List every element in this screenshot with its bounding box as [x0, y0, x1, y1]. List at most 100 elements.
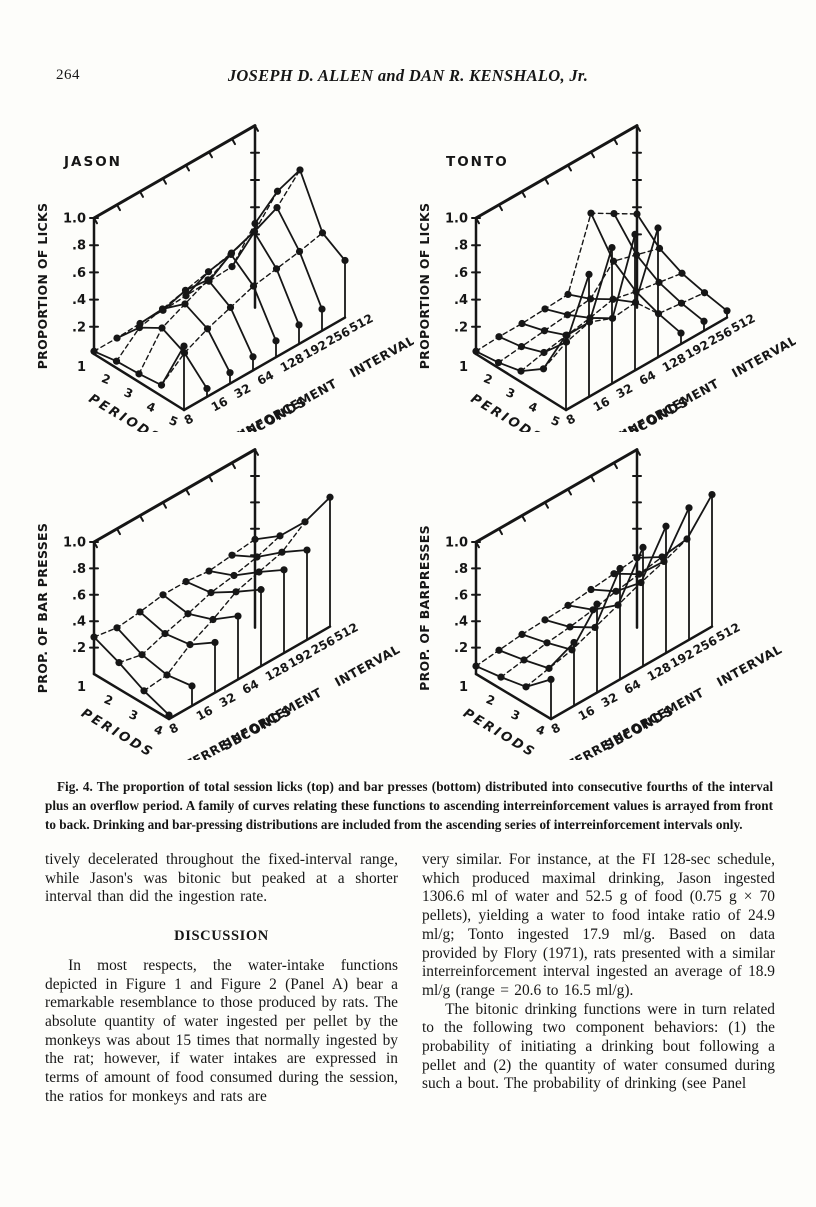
series-32	[136, 300, 234, 385]
svg-text:512: 512	[347, 311, 376, 335]
series-256	[610, 210, 708, 332]
series-128	[564, 224, 662, 359]
svg-text:1.0: 1.0	[445, 536, 468, 551]
svg-text:.6: .6	[72, 266, 86, 281]
series-64	[159, 591, 242, 681]
svg-text:.8: .8	[72, 562, 86, 577]
mesh-lines	[475, 538, 688, 688]
series-256	[610, 504, 693, 641]
svg-text:.4: .4	[454, 615, 468, 630]
page-header: 264 JOSEPH D. ALLEN and DAN R. KENSHALO,…	[0, 66, 816, 88]
svg-text:64: 64	[240, 677, 261, 697]
svg-text:64: 64	[622, 677, 643, 697]
svg-text:.4: .4	[72, 293, 86, 308]
svg-text:1.0: 1.0	[63, 536, 86, 551]
mesh-lines	[93, 521, 306, 692]
svg-text:.2: .2	[454, 641, 468, 656]
series-32	[136, 608, 219, 694]
series-128	[564, 543, 647, 668]
svg-text:16: 16	[194, 703, 215, 723]
svg-text:64: 64	[637, 368, 658, 388]
running-title: JOSEPH D. ALLEN and DAN R. KENSHALO, Jr.	[227, 66, 589, 85]
svg-text:2: 2	[484, 692, 497, 708]
svg-text:.6: .6	[454, 588, 468, 603]
svg-text:1.0: 1.0	[63, 212, 86, 227]
svg-text:3: 3	[122, 385, 135, 401]
svg-text:512: 512	[332, 620, 361, 644]
svg-text:4: 4	[534, 722, 547, 738]
svg-text:8: 8	[564, 411, 578, 427]
series-128	[182, 578, 265, 668]
article-body: tively decelerated throughout the fixed-…	[45, 851, 775, 1106]
svg-text:3: 3	[127, 707, 140, 723]
series-512	[633, 210, 731, 319]
svg-text:5: 5	[167, 413, 180, 429]
svg-text:2: 2	[482, 371, 495, 387]
svg-text:TONTO: TONTO	[446, 154, 509, 170]
svg-text:PROPORTION OF LICKS: PROPORTION OF LICKS	[35, 203, 50, 370]
series-64	[541, 564, 624, 681]
series-128	[182, 250, 280, 359]
svg-text:.4: .4	[72, 615, 86, 630]
series-512	[251, 493, 334, 628]
series-8	[472, 331, 570, 411]
series-256	[228, 546, 311, 641]
figure-4: 1.0.8.6.4.2 1 2 3 4 5 8 16 32 64 128 192 256 512 PERIO…	[32, 104, 796, 760]
svg-text:32: 32	[232, 381, 253, 401]
svg-text:.8: .8	[454, 239, 468, 254]
svg-text:8: 8	[182, 411, 196, 427]
series-512	[633, 491, 716, 628]
series-8	[90, 342, 188, 411]
figure-caption: Fig. 4. The proportion of total session …	[45, 779, 773, 833]
series-16	[113, 624, 196, 707]
right-paragraph-2: The bitonic drinking functions were in t…	[422, 1000, 775, 1093]
svg-text:PERIODS: PERIODS	[460, 706, 538, 760]
svg-text:.4: .4	[454, 293, 468, 308]
svg-text:1: 1	[459, 360, 468, 375]
left-paragraph-1: In most respects, the water-intake funct…	[45, 956, 398, 1105]
svg-text:.2: .2	[72, 320, 86, 335]
svg-text:8: 8	[167, 720, 181, 736]
svg-text:PERIODS: PERIODS	[78, 706, 156, 760]
svg-text:512: 512	[729, 311, 758, 335]
svg-text:.2: .2	[72, 641, 86, 656]
series-16	[495, 270, 593, 398]
svg-text:16: 16	[576, 703, 597, 723]
svg-text:.8: .8	[72, 239, 86, 254]
svg-text:16: 16	[209, 394, 230, 414]
svg-text:3: 3	[504, 385, 517, 401]
series-512	[251, 166, 349, 319]
svg-text:64: 64	[255, 368, 276, 388]
svg-text:8: 8	[549, 720, 563, 736]
series-192	[587, 522, 670, 654]
discussion-heading: DISCUSSION	[174, 928, 269, 945]
svg-text:SECONDS: SECONDS	[602, 702, 677, 753]
column-left: tively decelerated throughout the fixed-…	[45, 851, 398, 1106]
svg-text:PROP. OF BAR PRESSES: PROP. OF BAR PRESSES	[35, 523, 50, 693]
svg-text:32: 32	[614, 381, 635, 401]
svg-text:2: 2	[102, 692, 115, 708]
series-16	[495, 638, 578, 707]
svg-text:1: 1	[77, 680, 86, 695]
series-64	[159, 276, 257, 372]
series-192	[205, 566, 288, 654]
svg-text:.8: .8	[454, 562, 468, 577]
svg-text:32: 32	[599, 690, 620, 710]
svg-text:4: 4	[527, 399, 540, 415]
right-paragraph-continuation: very similar. For instance, at the FI 12…	[422, 851, 775, 999]
svg-text:.2: .2	[454, 320, 468, 335]
left-paragraph-continuation: tively decelerated throughout the fixed-…	[45, 851, 398, 906]
svg-text:3: 3	[509, 707, 522, 723]
svg-text:32: 32	[217, 690, 238, 710]
svg-text:INTERREINFORCEMENT INTERVAL: INTERREINFORCEMENT INTERVAL	[565, 332, 796, 432]
svg-text:4: 4	[145, 399, 158, 415]
svg-text:1.0: 1.0	[445, 212, 468, 227]
svg-text:PROP. OF BARPRESSES: PROP. OF BARPRESSES	[417, 525, 432, 691]
